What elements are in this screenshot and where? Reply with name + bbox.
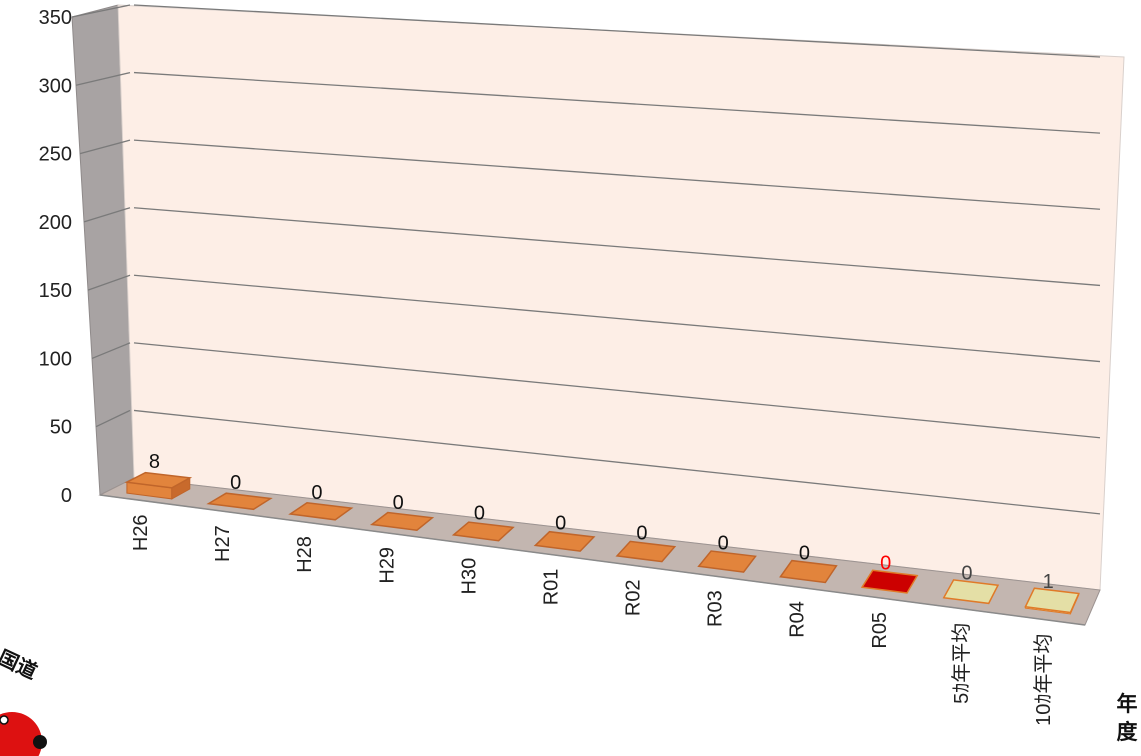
- data-label: 8: [149, 451, 160, 473]
- chart-walls: [71, 4, 1125, 626]
- y-tick-label: 100: [39, 348, 72, 370]
- data-label: 0: [311, 482, 322, 504]
- x-tick-label: H28: [294, 536, 316, 573]
- data-labels: 8 0 0 0 0 0 0 0 0 0 0 1: [149, 451, 1054, 593]
- data-label: 0: [636, 522, 647, 544]
- y-tick-label: 200: [39, 212, 72, 234]
- gridline-side: [71, 4, 131, 18]
- bars: [124, 471, 1080, 615]
- y-tick-label: 250: [39, 144, 72, 166]
- bar: [942, 579, 1000, 605]
- y-tick-label: 0: [61, 485, 72, 507]
- x-axis-title: 年度: [1117, 692, 1138, 744]
- data-label: 0: [474, 502, 485, 524]
- x-axis-line: [99, 494, 1086, 626]
- x-axis-ticks: H26 H27 H28 H29 H30 R01 R02 R03 R04 R05 5ｶ年平均 10ｶ年平…: [130, 514, 1055, 725]
- x-tick-label: R02: [623, 579, 645, 616]
- data-label: 0: [555, 512, 566, 534]
- x-tick-label: 5ｶ年平均: [950, 623, 973, 704]
- gridline: [133, 274, 1101, 363]
- gridline: [133, 139, 1101, 210]
- gridline-side: [79, 139, 131, 155]
- x-tick-label: H30: [458, 558, 480, 595]
- bar: [615, 540, 677, 563]
- data-label: 0: [230, 472, 241, 494]
- bar: [124, 471, 193, 489]
- bar: [779, 559, 838, 584]
- logo-mascot: 国道: [0, 645, 47, 756]
- bar: [697, 550, 757, 573]
- x-tick-label: 10ｶ年平均: [1032, 634, 1055, 726]
- gridline: [133, 71, 1101, 134]
- x-tick-label: R05: [869, 612, 891, 649]
- gridline-side: [75, 71, 131, 86]
- gridline-side: [83, 207, 131, 223]
- bar: [288, 502, 354, 521]
- x-tick-label: R03: [705, 590, 727, 627]
- bar: [533, 530, 596, 552]
- gridline: [133, 4, 1101, 58]
- gridline-side: [91, 342, 131, 360]
- x-axis-label: 年度: [1117, 692, 1138, 744]
- data-label: 0: [880, 553, 891, 575]
- y-tick-label: 50: [50, 417, 72, 439]
- bar: [1024, 587, 1080, 614]
- x-tick-label: R04: [787, 601, 809, 638]
- bar: [451, 521, 515, 542]
- y-tick-label: 150: [39, 280, 72, 302]
- x-axis-title-char: 年: [1117, 692, 1138, 716]
- svg-text:国道: 国道: [0, 645, 41, 684]
- x-tick-label: H26: [130, 514, 152, 551]
- data-label: 0: [799, 542, 810, 564]
- gridline: [133, 342, 1101, 439]
- gridline: [133, 409, 1101, 515]
- bar: [860, 569, 919, 594]
- y-tick-label: 350: [39, 7, 72, 29]
- data-label: 0: [393, 492, 404, 514]
- gridline-side: [87, 274, 131, 291]
- x-tick-label: H27: [212, 525, 234, 562]
- bar: [369, 511, 435, 531]
- data-label: 0: [718, 532, 729, 554]
- x-axis-title-char: 度: [1117, 720, 1138, 744]
- data-label: 1: [1043, 571, 1054, 593]
- y-tick-label: 300: [39, 75, 72, 97]
- bar: [206, 492, 273, 511]
- gridline-side: [95, 409, 131, 428]
- y-axis-ticks: 0 50 100 150 200 250 300 350: [39, 7, 72, 507]
- x-tick-label: R01: [540, 569, 562, 606]
- gridline: [133, 207, 1101, 287]
- data-label: 0: [961, 563, 972, 585]
- x-tick-label: H29: [376, 547, 398, 584]
- gridlines: [71, 4, 1101, 515]
